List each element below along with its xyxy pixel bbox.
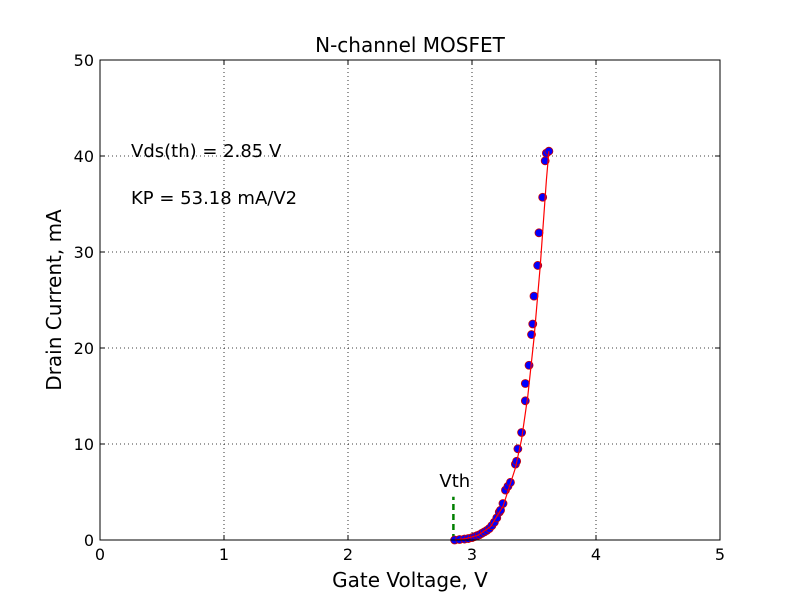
chart-title: N-channel MOSFET (315, 33, 506, 57)
plot-area (100, 60, 720, 540)
y-tick-label: 20 (74, 339, 94, 358)
y-axis-label: Drain Current, mA (42, 209, 66, 391)
y-tick-label: 40 (74, 147, 94, 166)
y-tick-label: 50 (74, 51, 94, 70)
vth-annotation: Vds(th) = 2.85 V (131, 141, 282, 162)
data-point (534, 228, 544, 238)
series-layer: Vth (439, 146, 554, 545)
x-axis-label: Gate Voltage, V (332, 568, 488, 592)
data-point (520, 396, 530, 406)
data-point (520, 379, 530, 388)
kp-annotation: KP = 53.18 mA/V2 (131, 188, 297, 209)
x-tick-label: 0 (95, 545, 105, 564)
plot-frame (99, 59, 721, 541)
x-tick-label: 1 (219, 545, 229, 564)
y-tick-label: 10 (74, 435, 94, 454)
y-tick-label: 0 (84, 531, 94, 550)
x-tick-label: 5 (715, 545, 725, 564)
data-point (527, 330, 536, 339)
x-tick-label: 2 (343, 545, 353, 564)
grid (100, 60, 720, 540)
y-tick-label: 30 (74, 243, 94, 262)
x-tick-label: 3 (467, 545, 477, 564)
fit-line (454, 151, 550, 541)
vth-marker-label: Vth (439, 471, 470, 492)
x-tick-label: 4 (591, 545, 601, 564)
